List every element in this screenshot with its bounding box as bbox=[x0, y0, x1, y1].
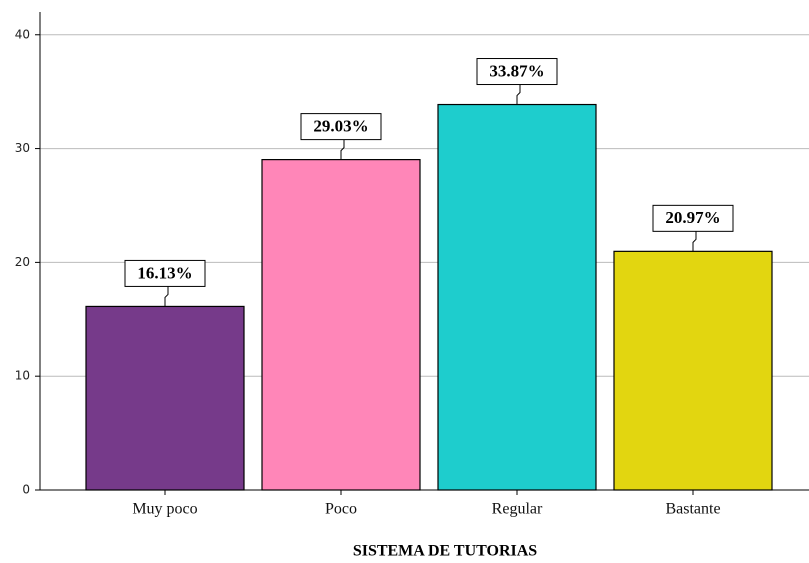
y-tick-label: 40 bbox=[15, 27, 30, 41]
y-tick-label: 0 bbox=[22, 483, 30, 497]
value-label: 16.13% bbox=[137, 263, 192, 282]
x-tick-label: Regular bbox=[492, 501, 543, 518]
bar bbox=[85, 305, 245, 491]
label-box bbox=[124, 259, 206, 287]
bar bbox=[261, 159, 421, 491]
x-axis-title: SISTEMA DE TUTORIAS bbox=[353, 543, 537, 560]
label-leader bbox=[692, 231, 697, 252]
label-leader bbox=[340, 139, 345, 160]
x-tick-label: Bastante bbox=[665, 501, 720, 518]
label-leader bbox=[516, 84, 521, 105]
label-box bbox=[652, 204, 734, 232]
x-tick-label: Poco bbox=[325, 501, 357, 518]
bar bbox=[613, 250, 773, 491]
bar bbox=[437, 103, 597, 491]
value-label: 20.97% bbox=[665, 208, 720, 227]
value-label: 33.87% bbox=[489, 61, 544, 80]
value-label: 29.03% bbox=[313, 117, 368, 136]
y-tick-label: 30 bbox=[15, 141, 30, 155]
y-tick-label: 10 bbox=[15, 369, 30, 383]
x-tick-label: Muy poco bbox=[132, 501, 197, 518]
y-tick-label: 20 bbox=[15, 255, 30, 269]
label-leader bbox=[164, 286, 169, 307]
label-box bbox=[300, 113, 382, 141]
label-box bbox=[476, 58, 558, 86]
